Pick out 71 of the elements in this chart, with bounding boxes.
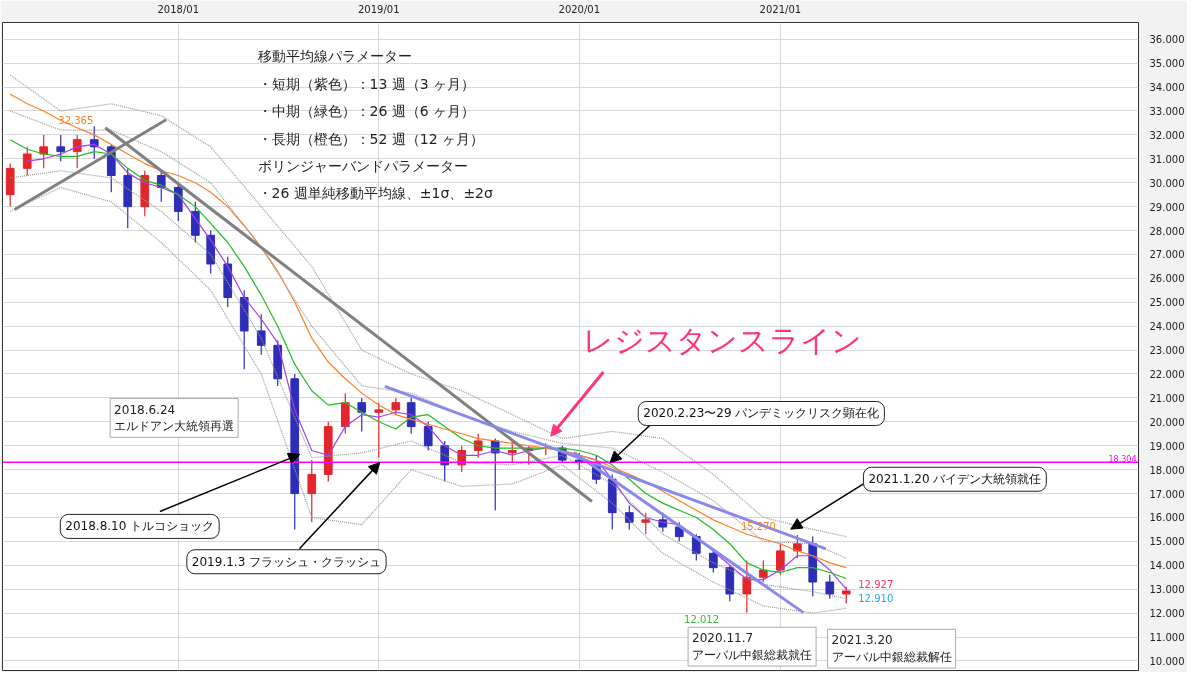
y-tick-label: 18.000: [1149, 464, 1185, 476]
y-tick-label: 28.000: [1149, 225, 1185, 237]
y-tick-label: 20.000: [1149, 416, 1185, 428]
candlestick: [190, 201, 200, 244]
annotation: 2020.2.23〜29 パンデミックリスク顕在化: [643, 406, 880, 421]
annotation: 32.365: [58, 114, 94, 126]
y-tick-label: 17.000: [1149, 488, 1185, 500]
candlestick: [22, 146, 32, 177]
annotation: ・短期（紫色）：13 週（3 ヶ月）: [257, 75, 476, 92]
y-tick-label: 19.000: [1149, 440, 1185, 452]
annotation: 移動平均線パラメーター: [257, 48, 412, 65]
y-tick-label: 14.000: [1149, 560, 1185, 572]
candlestick: [742, 559, 752, 614]
y-tick-label: 32.000: [1149, 129, 1185, 141]
annotation: 2021.1.20 バイデン大統領就任: [868, 472, 1042, 487]
x-tick-label: 2020/01: [558, 3, 601, 15]
x-tick-label: 2018/01: [157, 3, 200, 15]
candlestick: [708, 550, 718, 574]
x-tick-label: 2021/01: [759, 3, 802, 15]
annotation: レジスタンスライン: [583, 322, 863, 358]
candlestick: [256, 313, 266, 356]
y-tick-label: 30.000: [1149, 177, 1185, 189]
annotation: ボリンジャーバンドパラメーター: [257, 157, 468, 174]
y-tick-label: 27.000: [1149, 249, 1185, 261]
candlestick: [39, 134, 49, 169]
candlestick: [307, 459, 317, 523]
candlestick: [340, 392, 350, 435]
y-tick-label: 23.000: [1149, 345, 1185, 357]
y-tick-label: 16.000: [1149, 512, 1185, 524]
annotation: ・中期（緑色）：26 週（6 ヶ月）: [257, 103, 476, 120]
candlestick: [758, 559, 768, 583]
annotation: 15.270: [740, 521, 776, 533]
annotation: 2018.6.24 エルドアン大統領再選: [114, 402, 235, 434]
ref-line-label: 18.304: [1108, 455, 1137, 465]
candlestick: [357, 397, 367, 432]
y-tick-label: 33.000: [1149, 105, 1185, 117]
candlestick: [374, 402, 384, 459]
y-tick-label: 35.000: [1149, 58, 1185, 70]
candlestick: [507, 440, 517, 464]
y-tick-label: 15.000: [1149, 536, 1185, 548]
candlestick: [793, 534, 802, 559]
y-tick-label: 22.000: [1149, 369, 1185, 380]
y-tick-label: 12.000: [1149, 608, 1185, 620]
y-tick-label: 13.000: [1149, 584, 1185, 596]
annotation: 12.910: [858, 593, 894, 605]
y-tick-label: 26.000: [1149, 273, 1185, 285]
candlestick: [440, 440, 450, 483]
candlestick: [776, 543, 785, 576]
y-tick-label: 10.000: [1149, 655, 1185, 667]
candlestick: [641, 512, 651, 535]
y-tick-label: 24.000: [1149, 321, 1185, 333]
candlestick: [423, 421, 433, 452]
annotation: 2021.3.20 アーバル中銀総裁解任: [831, 633, 952, 665]
candlestick: [56, 134, 66, 162]
annotation: 2020.11.7 アーバル中銀総裁就任: [692, 631, 813, 663]
annotation: 12.012: [684, 613, 720, 625]
y-tick-label: 34.000: [1149, 82, 1185, 94]
candlestick: [72, 134, 82, 169]
annotation: ・長期（橙色）：52 週（12 ヶ月）: [257, 130, 485, 147]
y-tick-label: 21.000: [1149, 392, 1185, 404]
x-tick-label: 2019/01: [358, 3, 400, 15]
annotation: 2019.1.3 フラッシュ・クラッシュ: [191, 554, 382, 569]
y-tick-label: 11.000: [1149, 632, 1185, 644]
annotation: ・26 週単純移動平均線、±1σ、±2σ: [257, 185, 494, 202]
annotation: 2018.8.10 トルコショック: [65, 519, 215, 534]
y-tick-label: 36.000: [1149, 34, 1185, 46]
annotation: 12.927: [858, 578, 894, 590]
y-tick-label: 29.000: [1149, 201, 1185, 213]
y-tick-label: 31.000: [1149, 153, 1185, 165]
candlestick: [825, 574, 835, 600]
y-tick-label: 25.000: [1149, 297, 1185, 309]
